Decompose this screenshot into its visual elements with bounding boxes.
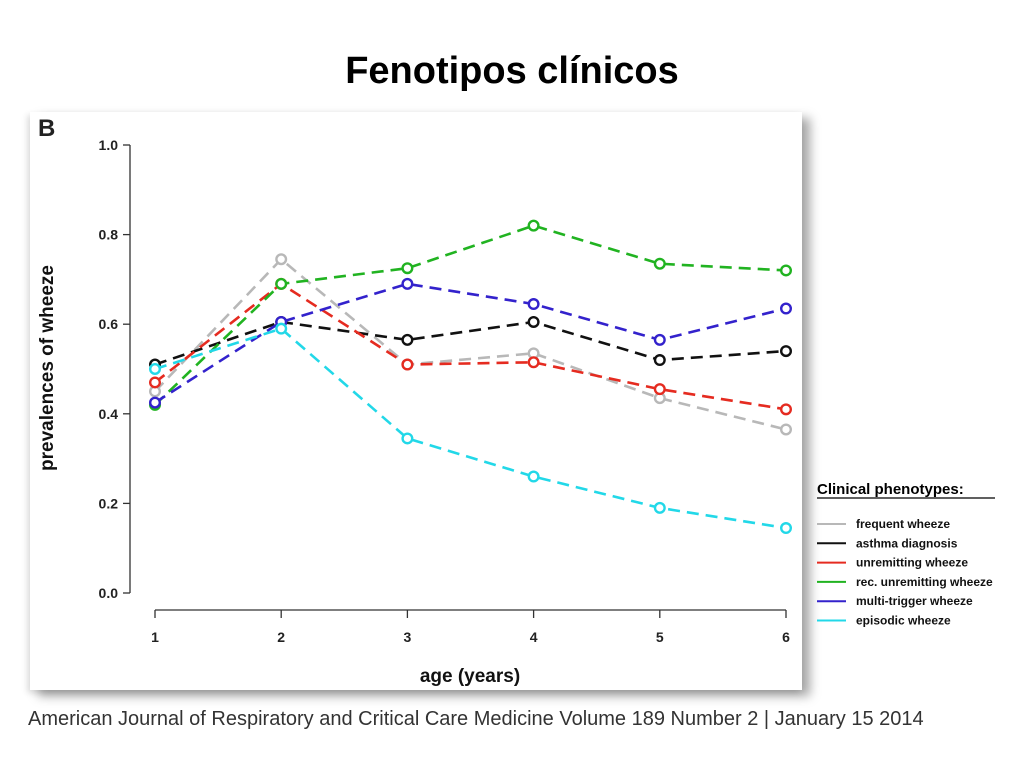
data-point xyxy=(653,501,666,514)
data-point xyxy=(148,396,161,409)
data-point xyxy=(527,219,540,232)
legend-label: frequent wheeze xyxy=(856,517,950,531)
series-line xyxy=(154,320,787,366)
chart-series xyxy=(148,219,793,535)
chart-axes: 0.0 0.2 0.4 0.6 0.8 1.0 1 2 3 4 5 6 xyxy=(99,137,791,645)
legend-label: unremitting wheeze xyxy=(856,556,968,570)
panel-label: B xyxy=(38,115,56,142)
data-point xyxy=(653,354,666,367)
y-axis-title: prevalences of wheeze xyxy=(37,265,58,471)
series-line xyxy=(154,327,787,530)
y-tick-label: 1.0 xyxy=(99,137,119,153)
data-point xyxy=(653,257,666,270)
data-point xyxy=(401,432,414,445)
data-point xyxy=(148,363,161,376)
x-tick-label: 1 xyxy=(151,629,159,645)
y-tick-label: 0.8 xyxy=(99,227,119,243)
data-point xyxy=(275,322,288,335)
series-rec-unremitting-wheeze xyxy=(148,219,793,411)
data-point xyxy=(401,277,414,290)
legend-label: asthma diagnosis xyxy=(856,536,958,550)
series-unremitting-wheeze xyxy=(148,277,793,416)
data-point xyxy=(527,315,540,328)
series-multi-trigger-wheeze xyxy=(148,277,793,409)
data-point xyxy=(780,302,793,315)
legend-label: episodic wheeze xyxy=(856,614,951,628)
y-tick-label: 0.6 xyxy=(99,316,119,332)
data-point xyxy=(527,470,540,483)
data-point xyxy=(653,333,666,346)
data-point xyxy=(527,356,540,369)
y-tick-label: 0.0 xyxy=(99,585,119,601)
data-point xyxy=(275,253,288,266)
data-point xyxy=(653,383,666,396)
series-line xyxy=(154,282,787,404)
series-line xyxy=(154,282,787,411)
slide-title: Fenotipos clínicos xyxy=(345,50,679,92)
data-point xyxy=(780,403,793,416)
x-tick-label: 5 xyxy=(656,629,664,645)
data-point xyxy=(148,376,161,389)
x-tick-label: 6 xyxy=(782,629,790,645)
data-point xyxy=(401,262,414,275)
x-tick-label: 4 xyxy=(530,629,538,645)
citation: American Journal of Respiratory and Crit… xyxy=(28,708,924,730)
x-tick-label: 2 xyxy=(277,629,285,645)
series-line xyxy=(154,224,787,406)
data-point xyxy=(401,333,414,346)
series-asthma-diagnosis xyxy=(148,315,793,371)
series-line xyxy=(154,257,787,431)
data-point xyxy=(780,522,793,535)
series-episodic-wheeze xyxy=(148,322,793,535)
data-point xyxy=(780,345,793,358)
y-tick-label: 0.2 xyxy=(99,495,119,511)
data-point xyxy=(401,358,414,371)
x-tick-label: 3 xyxy=(404,629,412,645)
data-point xyxy=(527,298,540,311)
legend-label: rec. unremitting wheeze xyxy=(856,575,993,589)
series-frequent-wheeze xyxy=(148,253,793,436)
legend-title: Clinical phenotypes: xyxy=(817,481,964,498)
data-point xyxy=(275,277,288,290)
x-axis-title: age (years) xyxy=(420,666,520,687)
y-tick-label: 0.4 xyxy=(99,406,119,422)
data-point xyxy=(780,264,793,277)
chart-legend: Clinical phenotypes: frequent wheeze asth… xyxy=(817,481,995,628)
legend-label: multi-trigger wheeze xyxy=(856,594,973,608)
data-point xyxy=(780,423,793,436)
